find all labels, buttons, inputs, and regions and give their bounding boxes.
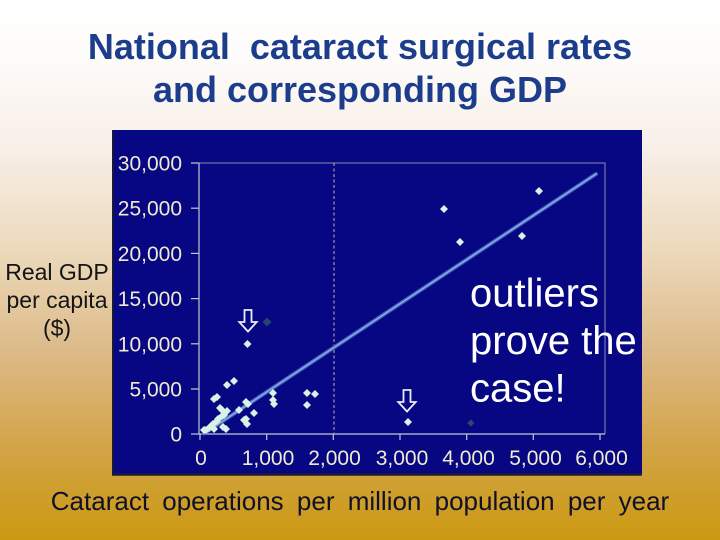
svg-text:1,000: 1,000 (242, 447, 295, 470)
svg-text:outliers: outliers (470, 272, 599, 316)
svg-text:case!: case! (470, 367, 566, 411)
svg-text:2,000: 2,000 (308, 447, 361, 470)
svg-text:0: 0 (195, 447, 207, 470)
svg-text:20,000: 20,000 (118, 243, 182, 266)
svg-text:25,000: 25,000 (118, 198, 182, 221)
svg-text:4,000: 4,000 (442, 447, 495, 470)
svg-text:30,000: 30,000 (118, 153, 182, 176)
svg-text:5,000: 5,000 (509, 447, 562, 470)
svg-text:10,000: 10,000 (118, 333, 182, 356)
svg-text:15,000: 15,000 (118, 288, 182, 311)
svg-text:prove the: prove the (470, 319, 637, 363)
svg-text:0: 0 (170, 424, 182, 447)
svg-text:6,000: 6,000 (575, 447, 628, 470)
svg-text:5,000: 5,000 (129, 379, 182, 402)
svg-text:3,000: 3,000 (376, 447, 429, 470)
